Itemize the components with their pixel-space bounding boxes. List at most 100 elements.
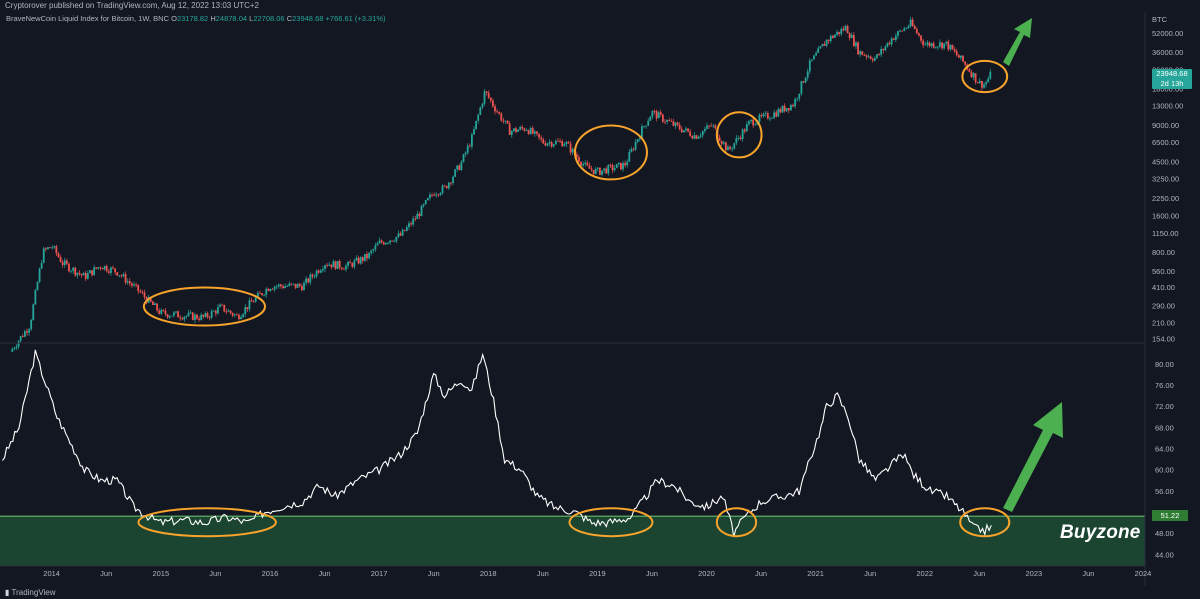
candle-body [674, 122, 677, 126]
candle-body [483, 91, 486, 104]
candle-body [527, 130, 530, 135]
candle-body [678, 124, 681, 130]
tradingview-logo[interactable]: ▮ TradingView [5, 586, 56, 599]
candle-body [246, 307, 249, 310]
candle-body [250, 300, 253, 302]
candle-body [781, 105, 784, 113]
candle-body [785, 108, 788, 112]
candle-body [741, 129, 744, 139]
candle-body [294, 283, 297, 288]
candle-body [563, 144, 566, 147]
candle-body [311, 274, 314, 277]
candle-body [512, 128, 515, 132]
candle-body [953, 49, 956, 52]
candle-body [758, 114, 761, 123]
candle-body [777, 109, 780, 117]
candle-body [638, 137, 641, 140]
candle-body [447, 182, 450, 189]
candle-body [855, 42, 857, 47]
candle-body [273, 286, 276, 290]
candle-body [613, 168, 616, 171]
candle-body [838, 31, 841, 34]
candle-body [229, 310, 232, 314]
candle-body [901, 30, 904, 32]
candle-body [888, 42, 891, 45]
candle-body [806, 71, 809, 78]
indicator-tick-label: 64.00 [1155, 445, 1174, 454]
candle-body [542, 139, 545, 144]
candle-body [922, 40, 925, 46]
tv-logo-icon: ▮ [5, 588, 10, 597]
candle-body [351, 263, 354, 267]
candle-body [813, 55, 815, 60]
candle-body [454, 169, 457, 177]
time-tick-label: 2022 [916, 569, 933, 578]
candle-body [897, 31, 899, 36]
candle-body [515, 128, 517, 132]
candle-body [326, 265, 328, 267]
last-price-value: 23948.68 [1156, 69, 1188, 78]
candle-body [899, 30, 901, 32]
candle-body [540, 137, 543, 140]
time-tick-label: 2014 [43, 569, 60, 578]
candle-body [913, 25, 916, 29]
candle-body [290, 283, 293, 285]
indicator-series [2, 349, 992, 538]
candle-body [208, 317, 211, 318]
candle-body [244, 307, 247, 315]
indicator-line [2, 349, 992, 538]
candle-body [437, 194, 440, 196]
time-tick-label: Jun [646, 569, 658, 578]
candle-body [727, 146, 729, 151]
price-highlight-circle [573, 124, 648, 181]
candle-body [420, 205, 423, 217]
candle-body [596, 167, 599, 169]
candle-body [353, 260, 356, 267]
candle-body [706, 125, 708, 129]
time-tick-label: 2015 [152, 569, 169, 578]
candle-body [11, 348, 14, 352]
axes[interactable]: BTC 154.00 210.00 290.00 410.00 560.00 800.00 1… [0, 12, 1183, 586]
candle-body [571, 148, 574, 153]
candle-body [374, 245, 377, 250]
candle-body [924, 44, 927, 46]
candle-body [651, 110, 654, 117]
candle-body [191, 312, 194, 320]
time-tick-label: 2024 [1135, 569, 1152, 578]
candle-body [433, 194, 436, 196]
candle-body [368, 252, 370, 259]
candle-body [790, 104, 792, 111]
candle-body [445, 185, 448, 189]
indicator-tick-label: 56.00 [1155, 487, 1174, 496]
price-tick-label: 1600.00 [1152, 212, 1179, 221]
indicator-tick-label: 48.00 [1155, 529, 1174, 538]
candle-body [185, 315, 188, 317]
candle-body [307, 278, 310, 283]
candle-body [15, 346, 18, 349]
candle-body [554, 140, 557, 145]
candle-body [794, 99, 797, 107]
candle-body [21, 336, 24, 337]
candle-body [254, 297, 257, 302]
candle-body [657, 112, 660, 119]
indicator-value-badge: 51.22 [1152, 510, 1188, 521]
candle-body [714, 125, 717, 129]
candle-body [745, 124, 748, 132]
candle-body [303, 282, 305, 291]
candle-body [464, 152, 467, 155]
candle-body [466, 145, 469, 153]
candle-body [680, 129, 683, 133]
candle-body [861, 51, 864, 55]
symbol-legend[interactable]: BraveNewCoin Liquid Index for Bitcoin, 1… [6, 14, 386, 23]
candle-body [909, 19, 912, 27]
candle-body [720, 140, 723, 144]
candle-body [164, 310, 167, 315]
candle-body [643, 126, 645, 128]
candle-body [808, 60, 811, 72]
candle-body [918, 33, 920, 36]
candle-body [357, 257, 360, 264]
candle-body [689, 131, 692, 137]
candle-body [431, 194, 433, 196]
candle-body [439, 193, 442, 195]
